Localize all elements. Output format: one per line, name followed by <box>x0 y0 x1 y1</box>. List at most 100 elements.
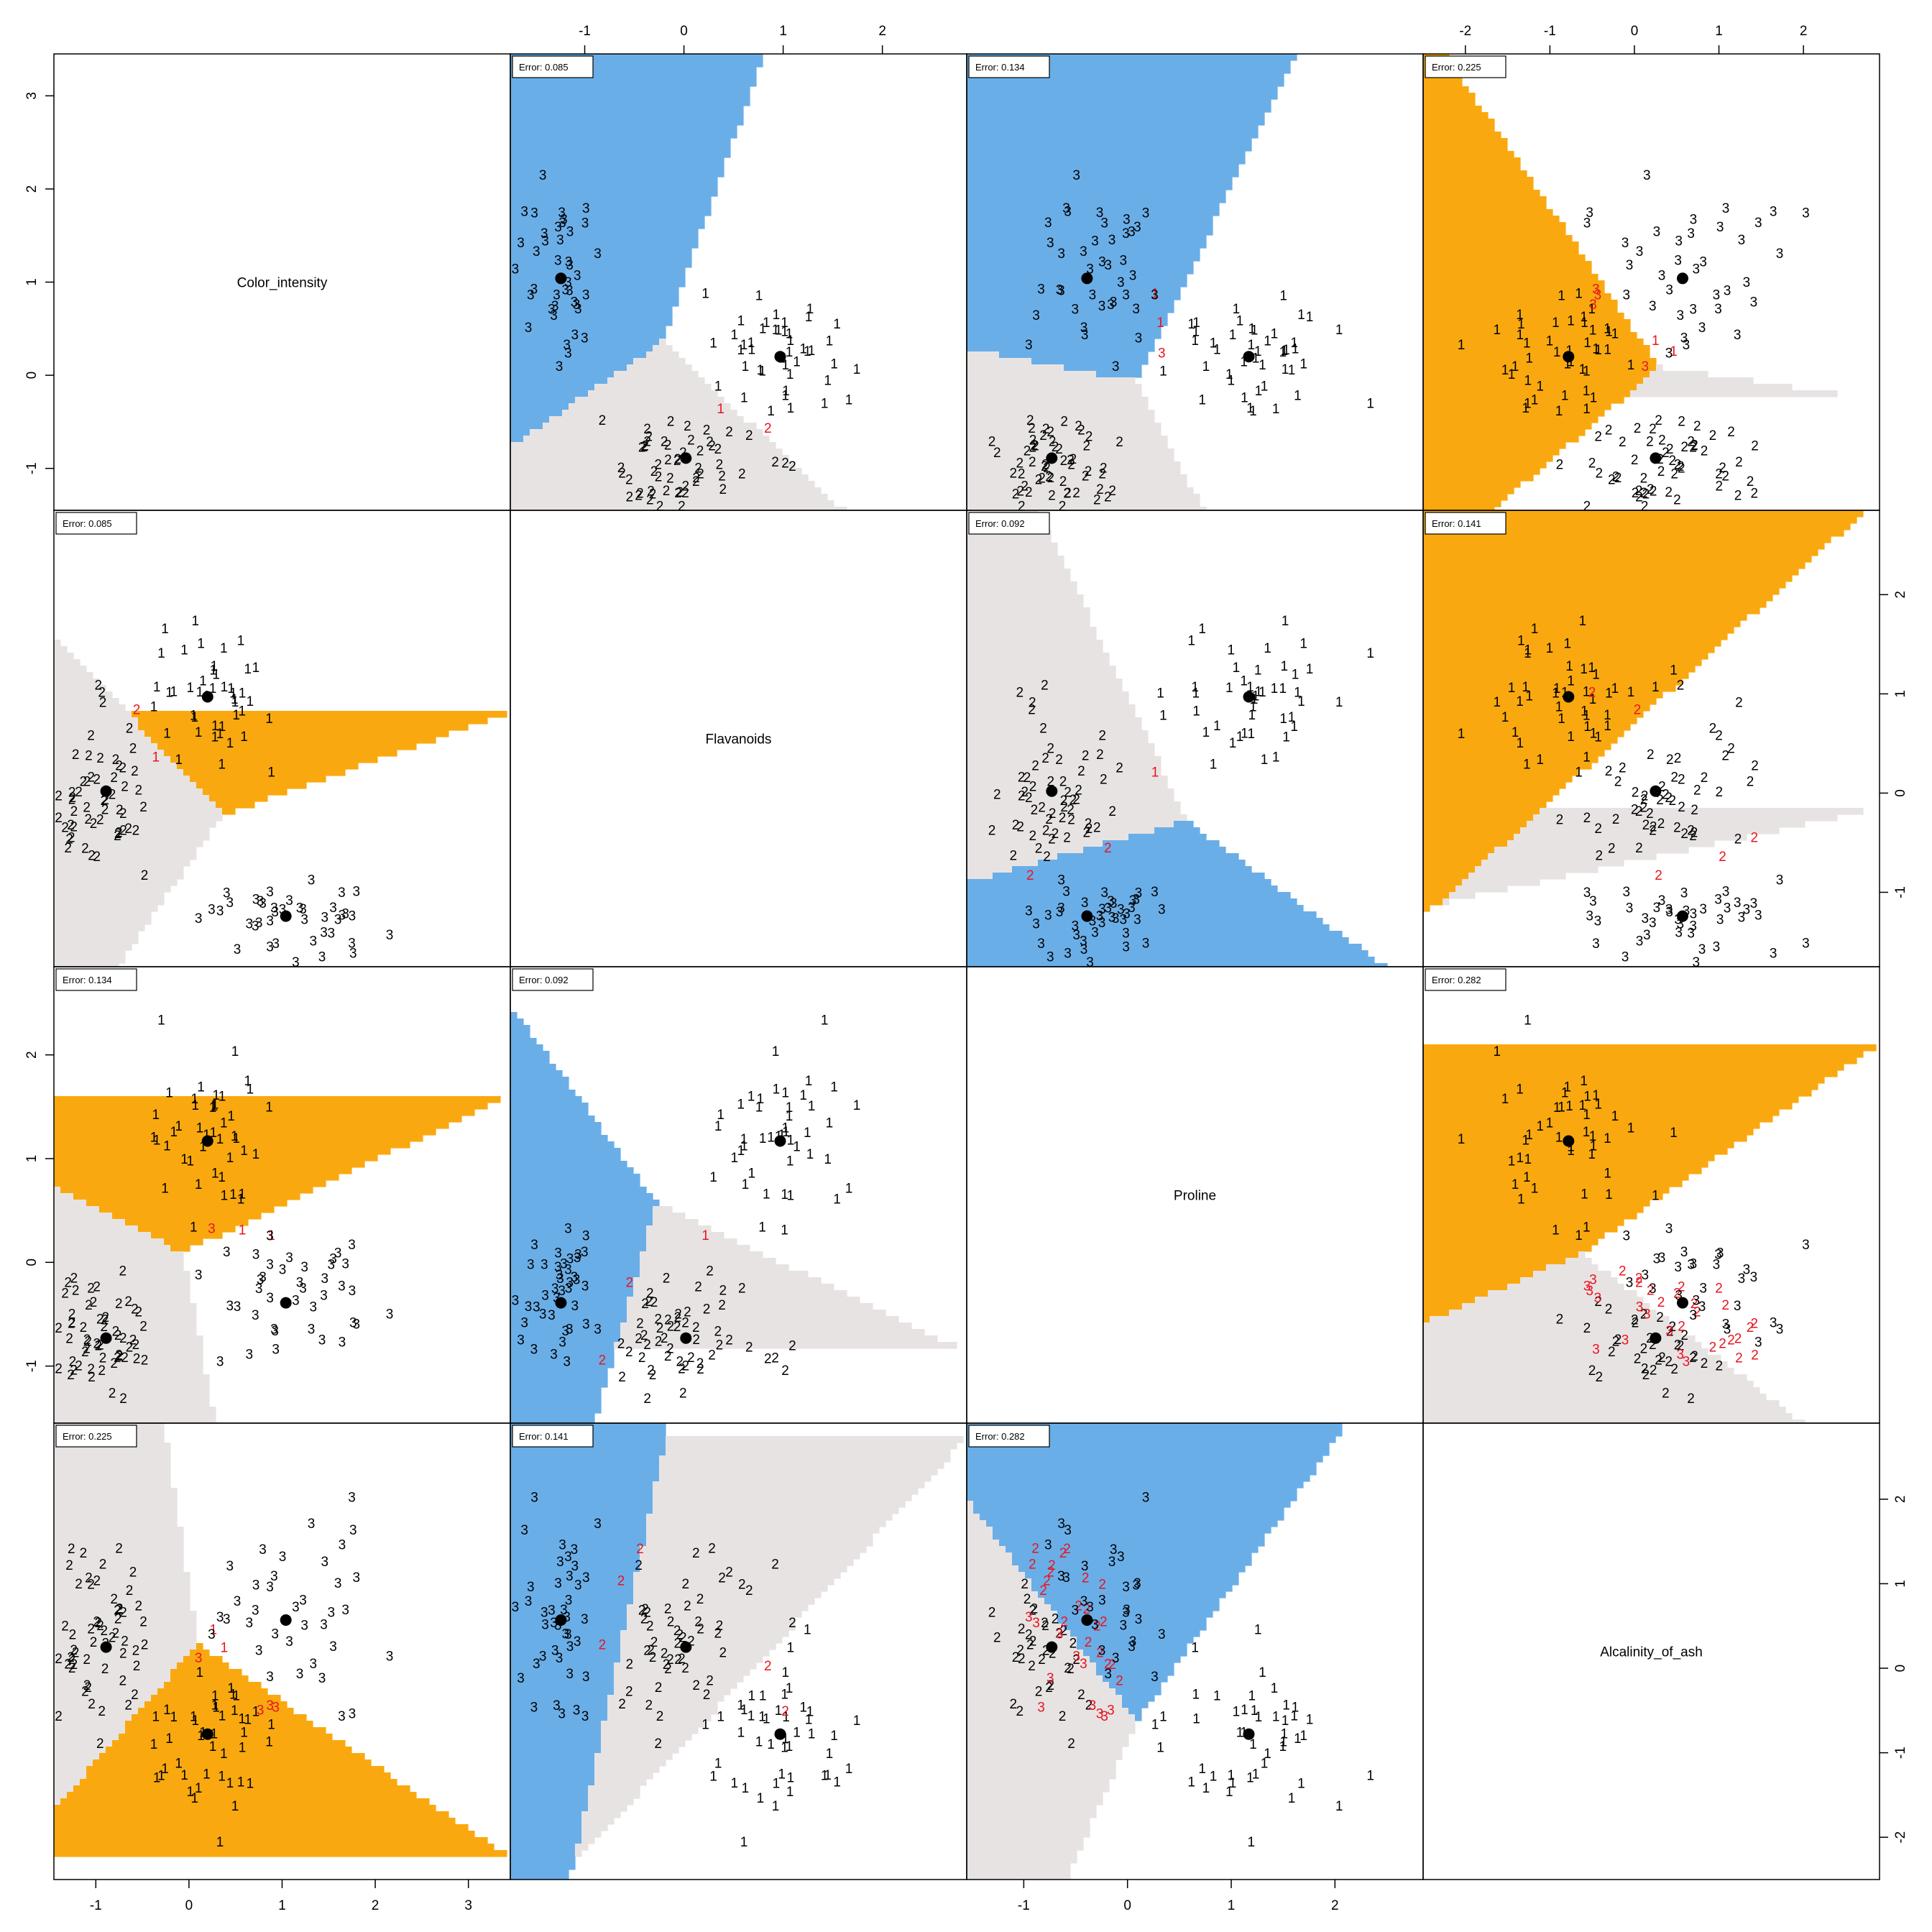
observation-label: 3 <box>564 275 572 290</box>
region-cell <box>54 1624 197 1631</box>
observation-label: 3 <box>530 1238 538 1253</box>
observation-label: 3 <box>1649 1282 1657 1297</box>
region-cell <box>627 1316 899 1323</box>
region-cell <box>86 1766 385 1773</box>
observation-label: 3 <box>1680 331 1688 346</box>
region-cell <box>510 351 647 359</box>
observation-label: 2 <box>96 1736 104 1752</box>
observation-label: 3 <box>1674 1260 1682 1275</box>
region-cell <box>54 1831 475 1838</box>
region-cell <box>1481 860 1624 867</box>
observation-label: 3 <box>582 1570 590 1586</box>
region-cell <box>54 666 87 673</box>
region-cell <box>209 795 268 802</box>
observation-label: 2 <box>1650 1363 1657 1378</box>
region-cell <box>510 1540 647 1547</box>
region-cell <box>510 1844 576 1851</box>
observation-label: 3 <box>208 1222 216 1237</box>
region-cell <box>1423 481 1521 488</box>
observation-label: 1 <box>1187 1775 1195 1790</box>
observation-label: 2 <box>64 1276 72 1291</box>
region-cell <box>510 242 699 249</box>
region-cell <box>510 1348 615 1356</box>
observation-label: 2 <box>102 1310 110 1325</box>
observation-label: 1 <box>240 730 248 745</box>
region-cell <box>967 1753 1123 1760</box>
region-cell <box>510 1753 595 1760</box>
observation-label: 3 <box>1734 328 1742 343</box>
observation-label: 1 <box>1558 288 1565 303</box>
observation-label: 2 <box>764 421 772 436</box>
y-tick-label: 0 <box>1893 789 1908 797</box>
observation-label: 3 <box>551 1282 559 1297</box>
observation-label: 3 <box>562 1627 570 1642</box>
region-cell <box>967 873 993 880</box>
observation-label: 1 <box>737 343 745 358</box>
x-tick-label: -1 <box>579 24 591 39</box>
observation-label: 1 <box>1565 1099 1573 1114</box>
observation-label: 3 <box>517 236 525 251</box>
observation-label: 2 <box>95 1339 103 1354</box>
observation-label: 1 <box>211 659 218 674</box>
observation-label: 2 <box>1751 831 1759 846</box>
observation-label: 2 <box>706 435 714 450</box>
observation-label: 1 <box>1272 402 1280 417</box>
region-cell <box>1423 332 1637 339</box>
observation-label: 1 <box>1555 1131 1563 1146</box>
region-cell <box>1423 1077 1825 1084</box>
observation-label: 3 <box>318 949 326 965</box>
region-cell <box>54 1096 501 1103</box>
observation-label: 2 <box>1721 469 1729 484</box>
observation-label: 3 <box>234 942 242 957</box>
observation-label: 3 <box>266 1670 274 1685</box>
observation-label: 1 <box>170 685 178 700</box>
observation-label: 3 <box>1122 940 1130 955</box>
region-cell <box>1423 756 1598 763</box>
region-cell <box>510 1277 634 1284</box>
region-cell <box>1423 808 1540 815</box>
observation-label: 3 <box>353 1317 361 1333</box>
observation-label: 2 <box>663 484 671 499</box>
region-cell <box>967 1837 1084 1844</box>
observation-label: 2 <box>88 1697 96 1712</box>
observation-label: 1 <box>163 1139 171 1154</box>
observation-label: 2 <box>1085 816 1092 832</box>
observation-label: 3 <box>1665 282 1673 298</box>
observation-label: 2 <box>1116 435 1123 450</box>
observation-label: 1 <box>227 1109 235 1124</box>
region-cell <box>1423 1161 1708 1168</box>
observation-label: 3 <box>581 1709 589 1724</box>
observation-label: 1 <box>1583 1125 1591 1140</box>
region-cell <box>510 1342 615 1349</box>
observation-label: 1 <box>740 1835 748 1850</box>
observation-label: 3 <box>558 1538 566 1553</box>
observation-label: 3 <box>1100 216 1108 231</box>
region-cell <box>594 1772 653 1780</box>
observation-label: 2 <box>1047 471 1055 486</box>
region-cell <box>54 905 158 912</box>
observation-label: 3 <box>349 1706 356 1721</box>
observation-label: 3 <box>1675 926 1683 941</box>
observation-label: 1 <box>709 336 717 351</box>
region-cell <box>510 1322 621 1330</box>
region-cell <box>967 313 1168 320</box>
observation-label: 3 <box>1081 328 1089 343</box>
centroid-3 <box>1081 910 1093 922</box>
observation-label: 3 <box>1046 236 1054 251</box>
observation-label: 1 <box>793 355 801 370</box>
region-cell <box>54 1734 119 1741</box>
region-cell <box>653 1501 906 1508</box>
observation-label: 1 <box>824 1768 832 1783</box>
observation-label: 2 <box>1701 443 1708 459</box>
observation-label: 2 <box>1634 703 1642 718</box>
observation-label: 1 <box>231 1703 239 1719</box>
observation-label: 3 <box>296 1275 304 1290</box>
region-cell <box>967 950 1368 957</box>
observation-label: 1 <box>1236 1725 1244 1740</box>
observation-label: 2 <box>664 438 672 454</box>
region-cell <box>967 924 1330 932</box>
observation-label: 3 <box>1098 299 1106 314</box>
region-cell <box>54 1753 100 1760</box>
observation-label: 2 <box>738 1577 746 1592</box>
observation-label: 2 <box>638 1604 646 1619</box>
